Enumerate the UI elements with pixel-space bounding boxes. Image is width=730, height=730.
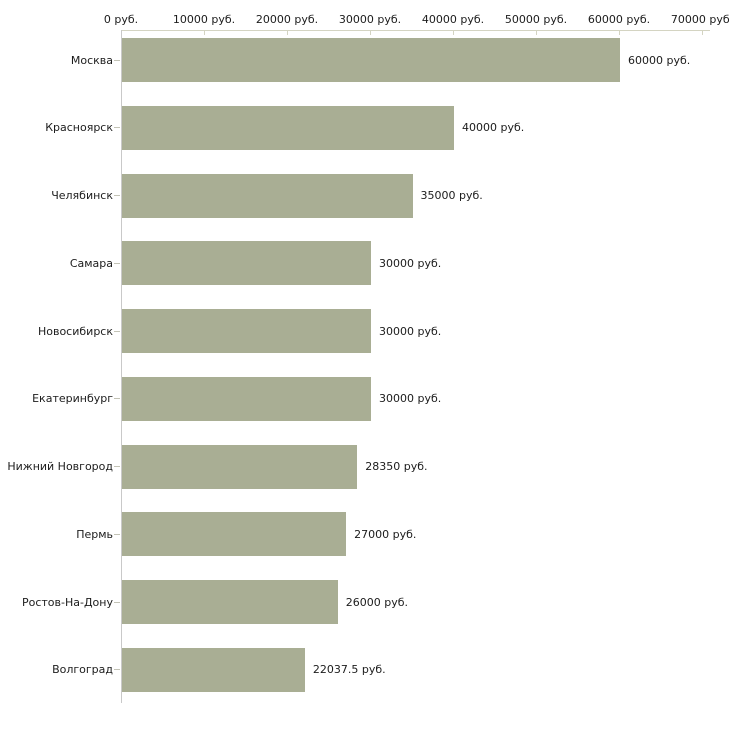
x-tick-label: 0 руб.: [103, 13, 139, 26]
category-label: Новосибирск: [37, 324, 113, 338]
x-tick-label: 70000 руб.: [670, 13, 730, 26]
bar-area: 30000 руб.: [122, 309, 441, 353]
bar-area: 35000 руб.: [122, 173, 483, 218]
bar-row: Екатеринбург 30000 руб.: [0, 365, 730, 433]
category-tick: [114, 398, 120, 400]
value-label: 27000 руб.: [354, 527, 417, 541]
category-tick: [114, 262, 120, 264]
value-label: 40000 руб.: [462, 121, 525, 135]
bar-area: 22037.5 руб.: [122, 647, 386, 692]
category-label: Нижний Новгород: [7, 460, 113, 473]
value-label: 30000 руб.: [379, 324, 442, 338]
value-bar: [122, 173, 413, 218]
bar-area: 26000 руб.: [122, 580, 408, 624]
category-label: Екатеринбург: [32, 392, 113, 406]
category-tick: [114, 330, 120, 332]
bar-row: Ростов-На-Дону 26000 руб.: [0, 568, 730, 636]
value-label: 30000 руб.: [379, 392, 442, 406]
x-tick-label: 50000 руб.: [504, 13, 568, 26]
value-bar: [122, 309, 371, 353]
value-bar: [122, 647, 305, 692]
category-label: Самара: [69, 256, 113, 270]
bar-row: Челябинск 35000 руб.: [0, 162, 730, 230]
bar-row: Красноярск 40000 руб.: [0, 94, 730, 162]
x-tick-mark: [204, 31, 205, 35]
x-tick-mark: [702, 31, 703, 35]
bar-row: Пермь 27000 руб.: [0, 500, 730, 568]
x-tick-label: 30000 руб.: [338, 13, 402, 26]
x-tick-label: 20000 руб.: [255, 13, 319, 26]
category-label: Красноярск: [45, 121, 113, 135]
value-label: 22037.5 руб.: [312, 663, 386, 677]
value-label: 26000 руб.: [345, 595, 409, 609]
value-label: 28350 руб.: [365, 460, 428, 473]
bar-area: 28350 руб.: [122, 444, 428, 489]
bar-area: 60000 руб.: [122, 38, 690, 82]
x-tick-label: 60000 руб.: [587, 13, 651, 26]
bar-row: Новосибирск 30000 руб.: [0, 297, 730, 365]
category-tick: [114, 127, 120, 129]
x-tick-mark: [619, 31, 620, 35]
value-label: 30000 руб.: [379, 256, 442, 270]
y-axis-line: [121, 30, 122, 703]
category-label: Челябинск: [51, 189, 113, 202]
bar-area: 30000 руб.: [122, 376, 442, 421]
x-tick-mark: [453, 31, 454, 35]
value-bar: [122, 241, 371, 286]
value-bar: [122, 512, 347, 557]
bar-row: Нижний Новгород 28350 руб.: [0, 433, 730, 501]
value-bar: [122, 580, 338, 624]
x-tick-mark: [287, 31, 288, 35]
category-tick: [114, 601, 120, 603]
category-tick: [114, 466, 120, 467]
category-label: Волгоград: [52, 663, 113, 677]
value-bar: [122, 444, 358, 489]
value-bar: [122, 105, 454, 150]
category-tick: [114, 533, 120, 535]
x-axis-line: [121, 30, 710, 31]
value-label: 35000 руб.: [420, 189, 483, 202]
bar-row: Самара 30000 руб.: [0, 229, 730, 297]
x-tick-label: 10000 руб.: [172, 13, 236, 26]
bar-area: 27000 руб.: [122, 512, 417, 557]
bar-row: Москва 60000 руб.: [0, 26, 730, 94]
value-bar: [122, 38, 620, 82]
bar-row: Волгоград 22037.5 руб.: [0, 636, 730, 704]
value-label: 60000 руб.: [628, 53, 691, 67]
category-tick: [114, 669, 120, 671]
category-tick: [114, 195, 120, 196]
category-label: Москва: [70, 53, 113, 67]
category-label: Пермь: [76, 527, 113, 541]
bar-area: 30000 руб.: [122, 241, 442, 286]
x-tick-label: 40000 руб.: [421, 13, 485, 26]
category-tick: [114, 59, 120, 61]
bar-area: 40000 руб.: [122, 105, 525, 150]
category-label: Ростов-На-Дону: [21, 595, 113, 609]
x-tick-mark: [370, 31, 371, 35]
x-tick-mark: [536, 31, 537, 35]
value-bar: [122, 376, 371, 421]
